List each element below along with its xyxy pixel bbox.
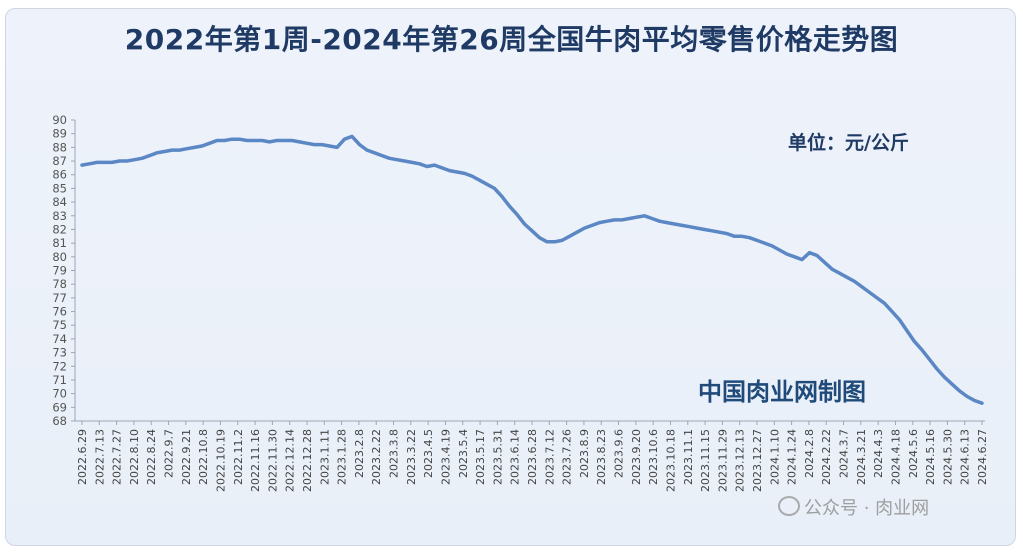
x-tick-label: 2023.3.8	[388, 429, 401, 478]
y-tick-label: 89	[52, 127, 67, 141]
y-tick-label: 88	[52, 140, 67, 154]
y-tick-label: 86	[52, 168, 67, 182]
watermark: 公众号 · 肉业网	[778, 494, 929, 520]
y-tick-label: 84	[52, 195, 67, 209]
x-tick-label: 2022.12.28	[301, 429, 314, 492]
x-tick-label: 2024.6.27	[976, 429, 989, 485]
x-tick-label: 2023.3.22	[405, 429, 418, 485]
y-tick-label: 72	[52, 359, 67, 373]
x-tick-label: 2023.5.17	[474, 429, 487, 485]
x-tick-label: 2022.11.30	[266, 429, 279, 492]
x-tick-label: 2022.6.29	[76, 429, 89, 485]
y-tick-label: 76	[52, 305, 67, 319]
x-tick-label: 2023.4.19	[439, 429, 452, 485]
series-line	[80, 134, 984, 405]
x-tick-label: 2023.7.12	[543, 429, 556, 485]
y-tick-label: 82	[52, 222, 67, 236]
x-tick-label: 2024.1.10	[768, 429, 781, 485]
chart-axes	[74, 120, 985, 422]
y-tick-label: 70	[52, 387, 67, 401]
y-tick-label: 83	[52, 209, 67, 223]
y-tick-label: 73	[52, 346, 67, 360]
chart-title: 2022年第1周-2024年第26周全国牛肉平均零售价格走势图	[124, 23, 899, 56]
x-tick-label: 2024.2.8	[803, 429, 816, 478]
x-tick-label: 2024.5.16	[924, 429, 937, 485]
x-tick-label: 2022.10.19	[214, 429, 227, 492]
x-tick-label: 2022.7.27	[111, 429, 124, 485]
y-tick-label: 80	[52, 250, 67, 264]
x-tick-label: 2023.2.8	[353, 429, 366, 478]
x-tick-label: 2024.3.7	[838, 429, 851, 478]
maker-label: 中国肉业网制图	[698, 378, 866, 406]
watermark-text: 公众号 · 肉业网	[804, 498, 930, 519]
unit-label: 单位：元/公斤	[788, 132, 909, 154]
y-tick-label: 71	[52, 373, 67, 387]
x-tick-label: 2023.8.9	[578, 429, 591, 478]
x-tick-label: 2023.8.23	[595, 429, 608, 485]
x-tick-label: 2022.9.7	[163, 429, 176, 478]
x-tick-label: 2022.11.16	[249, 429, 262, 492]
x-tick-label: 2024.1.24	[786, 429, 799, 485]
x-tick-label: 2022.10.8	[197, 429, 210, 485]
x-tick-label: 2024.3.21	[855, 429, 868, 485]
x-tick-label: 2024.5.6	[907, 429, 920, 478]
x-tick-label: 2023.12.13	[734, 429, 747, 492]
x-tick-label: 2023.11.29	[716, 429, 729, 492]
x-tick-label: 2022.7.13	[93, 429, 106, 485]
x-tick-label: 2023.11.15	[699, 429, 712, 492]
wechat-icon	[778, 496, 800, 516]
x-tick-label: 2023.11.1	[682, 429, 695, 485]
x-tick-label: 2024.2.22	[820, 429, 833, 485]
y-axis-ticks: 6869707172737475767778798081828384858687…	[52, 113, 75, 428]
x-tick-label: 2023.12.27	[751, 429, 764, 492]
y-tick-label: 85	[52, 181, 67, 195]
x-tick-label: 2023.9.20	[630, 429, 643, 485]
x-tick-label: 2023.6.28	[526, 429, 539, 485]
x-tick-label: 2024.4.18	[889, 429, 902, 485]
y-tick-label: 87	[52, 154, 67, 168]
y-tick-label: 77	[52, 291, 67, 305]
x-tick-label: 2023.5.31	[491, 429, 504, 485]
x-tick-label: 2023.6.14	[509, 429, 522, 485]
x-tick-label: 2023.7.26	[561, 429, 574, 485]
y-tick-label: 78	[52, 277, 67, 291]
x-tick-label: 2023.10.6	[647, 429, 660, 485]
x-tick-label: 2024.4.3	[872, 429, 885, 478]
x-tick-label: 2023.10.18	[664, 429, 677, 492]
x-tick-label: 2023.9.6	[613, 429, 626, 478]
x-tick-label: 2022.12.14	[284, 429, 297, 492]
x-tick-label: 2023.1.28	[336, 429, 349, 485]
x-tick-label: 2022.9.21	[180, 429, 193, 485]
x-tick-label: 2023.1.11	[318, 429, 331, 485]
y-tick-label: 79	[52, 264, 67, 278]
x-tick-label: 2022.8.10	[128, 429, 141, 485]
x-tick-label: 2024.5.30	[941, 429, 954, 485]
x-tick-label: 2023.2.22	[370, 429, 383, 485]
x-axis-ticks: 2022.6.29 2022.7.13 2022.7.27 2022.8.10 2022…	[76, 421, 989, 492]
x-tick-label: 2023.4.5	[422, 429, 435, 478]
x-tick-label: 2023.5.4	[457, 429, 470, 478]
y-tick-label: 68	[52, 414, 67, 428]
y-tick-label: 75	[52, 318, 67, 332]
x-tick-label: 2022.8.24	[145, 429, 158, 485]
x-tick-label: 2024.6.13	[959, 429, 972, 485]
y-tick-label: 69	[52, 400, 67, 414]
x-tick-label: 2022.11.2	[232, 429, 245, 485]
y-tick-label: 74	[52, 332, 67, 346]
y-tick-label: 81	[52, 236, 67, 250]
y-tick-label: 90	[52, 113, 67, 127]
